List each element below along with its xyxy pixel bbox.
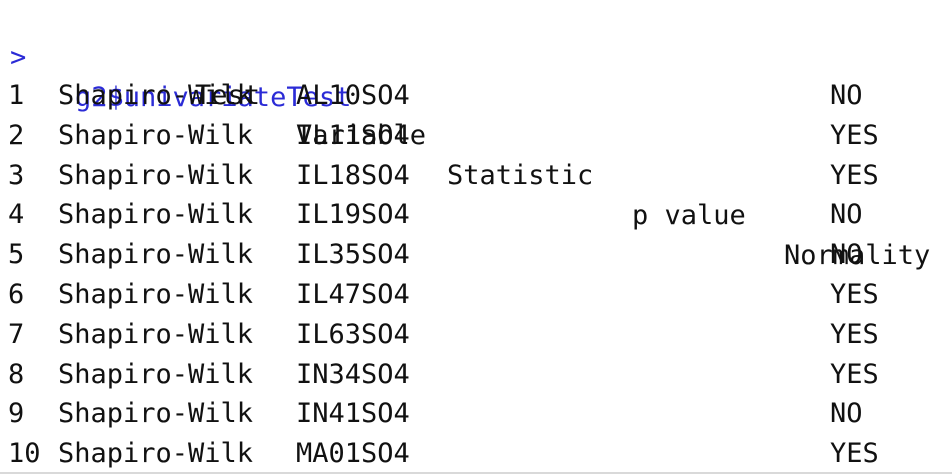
row-index: 2 — [8, 119, 25, 151]
variable-cell: MA01SO4 — [296, 438, 410, 470]
row-index: 4 — [8, 199, 25, 231]
row-index: 5 — [8, 239, 25, 271]
variable-cell: IL11SO4 — [296, 119, 410, 151]
normality-cell: NO — [830, 199, 863, 231]
variable-cell: IL47SO4 — [296, 279, 410, 310]
variable-cell: IL63SO4 — [296, 318, 410, 350]
test-cell: Shapiro-Wilk — [58, 318, 254, 350]
column-header-variable: Variable — [296, 120, 427, 151]
row-index: 10 — [8, 438, 41, 470]
test-cell: Shapiro-Wilk — [58, 239, 254, 271]
row-index: 3 — [8, 159, 25, 191]
normality-cell: YES — [830, 318, 879, 350]
table-header-row: Test Variable Statistic p value Normalit… — [0, 36, 930, 271]
variable-cell: IL35SO4 — [296, 239, 410, 271]
test-cell: Shapiro-Wilk — [58, 159, 254, 191]
test-cell: Shapiro-Wilk — [58, 80, 254, 111]
row-index: 9 — [8, 398, 25, 430]
normality-cell: NO — [830, 239, 863, 271]
row-index: 8 — [8, 358, 25, 390]
row-index: 6 — [8, 279, 25, 310]
command-line: > g2$univariateTest — [0, 0, 351, 113]
variable-cell: IN34SO4 — [296, 358, 410, 390]
test-cell: Shapiro-Wilk — [58, 358, 254, 390]
test-cell: Shapiro-Wilk — [58, 398, 254, 430]
column-header-normality: Normality — [784, 240, 931, 271]
normality-cell: NO — [830, 80, 863, 111]
column-header-p-value: p value — [632, 200, 746, 231]
console-bottom-border — [0, 472, 952, 474]
normality-cell: YES — [830, 358, 879, 390]
normality-cell: YES — [830, 279, 879, 310]
column-header-test: Test — [195, 80, 261, 111]
normality-cell: YES — [830, 159, 879, 191]
normality-cell: YES — [830, 119, 879, 151]
variable-cell: IL19SO4 — [296, 199, 410, 231]
normality-cell: NO — [830, 398, 863, 430]
test-cell: Shapiro-Wilk — [58, 199, 254, 231]
variable-cell: AL10SO4 — [296, 80, 410, 111]
variable-cell: IL18SO4 — [296, 159, 410, 191]
console-command: g2$univariateTest — [75, 82, 352, 113]
column-header-statistic: Statistic — [447, 160, 594, 191]
row-index: 1 — [8, 80, 25, 111]
row-index: 7 — [8, 318, 25, 350]
variable-cell: IN41SO4 — [296, 398, 410, 430]
normality-cell: YES — [830, 438, 879, 470]
test-cell: Shapiro-Wilk — [58, 279, 254, 310]
console-prompt: > — [10, 42, 27, 73]
test-cell: Shapiro-Wilk — [58, 119, 254, 151]
test-cell: Shapiro-Wilk — [58, 438, 254, 470]
